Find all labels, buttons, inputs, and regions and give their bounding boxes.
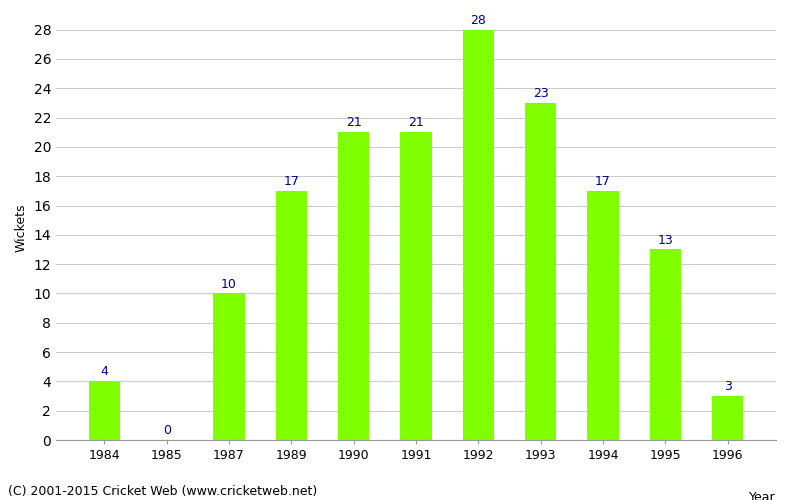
Bar — [587, 191, 618, 440]
Text: Year: Year — [750, 491, 776, 500]
Bar — [276, 191, 307, 440]
Bar — [712, 396, 743, 440]
Text: 21: 21 — [408, 116, 424, 130]
Bar — [338, 132, 370, 440]
Text: (C) 2001-2015 Cricket Web (www.cricketweb.net): (C) 2001-2015 Cricket Web (www.cricketwe… — [8, 484, 318, 498]
Text: 23: 23 — [533, 87, 549, 100]
Text: 21: 21 — [346, 116, 362, 130]
Text: 3: 3 — [724, 380, 732, 393]
Bar — [462, 30, 494, 440]
Text: 17: 17 — [595, 175, 611, 188]
Text: 10: 10 — [221, 278, 237, 290]
Bar — [650, 250, 681, 440]
Text: 0: 0 — [162, 424, 170, 437]
Text: 28: 28 — [470, 14, 486, 26]
Bar — [525, 103, 556, 440]
Bar — [89, 382, 120, 440]
Text: 4: 4 — [100, 366, 108, 378]
Y-axis label: Wickets: Wickets — [15, 203, 28, 252]
Bar — [401, 132, 431, 440]
Text: 17: 17 — [283, 175, 299, 188]
Bar — [214, 294, 245, 440]
Text: 13: 13 — [658, 234, 674, 246]
